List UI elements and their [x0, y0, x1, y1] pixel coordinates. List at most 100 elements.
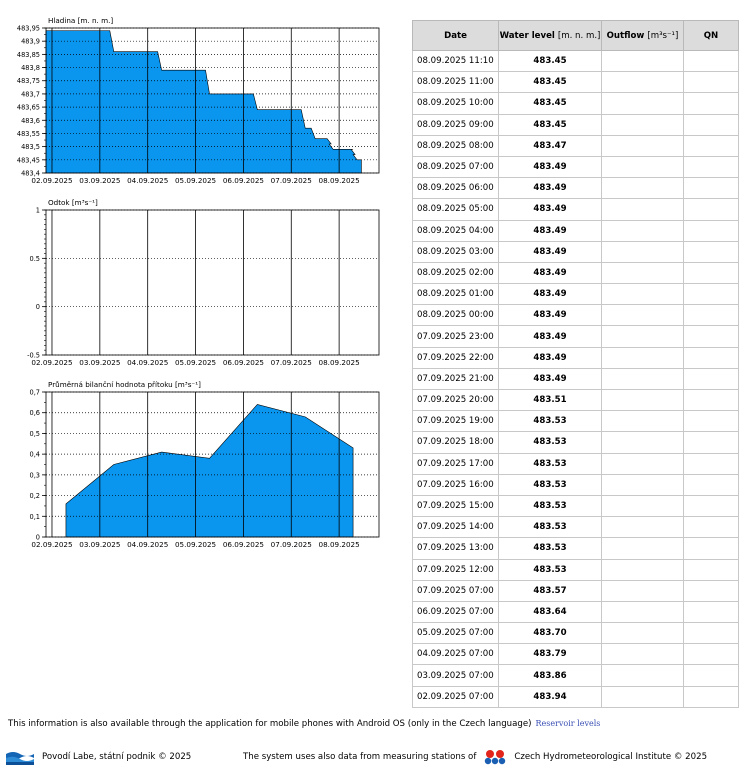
y-tick-label: 483,95 [17, 25, 40, 33]
date-cell: 07.09.2025 19:00 [412, 410, 499, 433]
x-tick-label: 07.09.2025 [271, 540, 312, 549]
table-row: 07.09.2025 23:00 483.49 [412, 325, 739, 348]
date-cell: 07.09.2025 07:00 [412, 579, 499, 602]
inflow-chart-title: Průměrná bilanční hodnota přítoku [m³s⁻¹… [48, 380, 201, 389]
qn-cell [683, 198, 739, 221]
qn-cell [683, 71, 739, 94]
date-cell: 06.09.2025 07:00 [412, 600, 499, 624]
water-level-cell: 483.49 [498, 304, 602, 327]
date-cell: 04.09.2025 07:00 [412, 643, 499, 666]
date-cell: 08.09.2025 11:00 [412, 71, 499, 94]
date-cell: 05.09.2025 07:00 [412, 622, 499, 645]
inflow-area [65, 404, 354, 538]
water-level-cell: 483.53 [498, 431, 602, 454]
water-level-cell: 483.45 [498, 49, 602, 73]
table-row: 07.09.2025 20:00 483.51 [412, 388, 739, 412]
y-tick-label: 0,6 [30, 409, 41, 417]
x-tick-label: 08.09.2025 [319, 358, 360, 367]
water-level-cell: 483.51 [498, 388, 602, 412]
water-level-cell: 483.47 [498, 134, 602, 157]
outflow-cell [601, 92, 684, 115]
reservoir-levels-link[interactable]: Reservoir levels [535, 719, 601, 728]
y-tick-label: 483,4 [21, 170, 40, 178]
date-cell: 07.09.2025 17:00 [412, 452, 499, 475]
water-level-cell: 483.49 [498, 219, 602, 242]
y-tick-label: 0,3 [30, 471, 41, 479]
x-tick-label: 06.09.2025 [223, 176, 264, 185]
table-row: 03.09.2025 07:00 483.86 [412, 664, 739, 687]
x-tick-label: 03.09.2025 [79, 540, 120, 549]
date-cell: 07.09.2025 14:00 [412, 516, 499, 539]
x-tick-label: 05.09.2025 [175, 540, 216, 549]
footer: Povodí Labe, státní podnik © 2025 The sy… [0, 748, 750, 768]
inflow-chart [42, 391, 380, 538]
table-row: 07.09.2025 16:00 483.53 [412, 473, 739, 496]
table-row: 08.09.2025 06:00 483.49 [412, 177, 739, 200]
y-tick-label: 483,9 [21, 38, 40, 46]
date-cell: 07.09.2025 12:00 [412, 558, 499, 581]
x-tick-label: 02.09.2025 [31, 540, 72, 549]
table-row: 08.09.2025 02:00 483.49 [412, 261, 739, 285]
y-tick-label: 0,4 [30, 451, 41, 459]
water-level-cell: 483.57 [498, 579, 602, 602]
footer-left-text: Povodí Labe, státní podnik © 2025 [42, 752, 192, 762]
x-tick-label: 04.09.2025 [127, 176, 168, 185]
table-row: 08.09.2025 11:00 483.45 [412, 71, 739, 94]
table-row: 07.09.2025 12:00 483.53 [412, 558, 739, 581]
date-cell: 08.09.2025 02:00 [412, 261, 499, 285]
water-level-column-header: Water level [m. n. m.] [498, 20, 602, 51]
qn-cell [683, 155, 739, 179]
x-tick-label: 06.09.2025 [223, 540, 264, 549]
outflow-cell [601, 664, 684, 687]
table-row: 07.09.2025 22:00 483.49 [412, 346, 739, 369]
water-level-cell: 483.53 [498, 494, 602, 518]
table-row: 05.09.2025 07:00 483.70 [412, 622, 739, 645]
qn-cell [683, 283, 739, 306]
water-level-cell: 483.53 [498, 410, 602, 433]
date-cell: 08.09.2025 03:00 [412, 240, 499, 263]
date-cell: 08.09.2025 11:10 [412, 49, 499, 73]
water-level-area [45, 30, 362, 174]
outflow-cell [601, 283, 684, 306]
water_level-chart [42, 27, 380, 174]
qn-cell [683, 579, 739, 602]
qn-cell [683, 304, 739, 327]
date-cell: 07.09.2025 16:00 [412, 473, 499, 496]
table-row: 06.09.2025 07:00 483.64 [412, 600, 739, 624]
table-row: 07.09.2025 15:00 483.53 [412, 494, 739, 518]
water-level-cell: 483.49 [498, 198, 602, 221]
y-tick-label: 0,7 [30, 389, 41, 397]
water-level-cell: 483.53 [498, 473, 602, 496]
outflow-cell [601, 346, 684, 369]
outflow-cell [601, 261, 684, 285]
qn-cell [683, 410, 739, 433]
outflow-cell [601, 198, 684, 221]
table-row: 08.09.2025 09:00 483.45 [412, 113, 739, 136]
y-tick-label: 0 [36, 534, 40, 542]
x-tick-label: 07.09.2025 [271, 358, 312, 367]
outflow-cell [601, 452, 684, 475]
outflow-plot-frame [45, 209, 380, 356]
outflow-cell [601, 579, 684, 602]
qn-cell [683, 452, 739, 475]
x-tick-label: 08.09.2025 [319, 176, 360, 185]
table-row: 04.09.2025 07:00 483.79 [412, 643, 739, 666]
x-tick-label: 02.09.2025 [31, 358, 72, 367]
outflow-cell [601, 537, 684, 560]
date-column-header: Date [412, 20, 499, 51]
date-cell: 07.09.2025 13:00 [412, 537, 499, 560]
y-tick-label: -0.5 [27, 352, 40, 360]
y-tick-label: 1 [36, 207, 40, 215]
table-row: 08.09.2025 01:00 483.49 [412, 283, 739, 306]
x-tick-label: 06.09.2025 [223, 358, 264, 367]
y-tick-label: 0,1 [30, 513, 41, 521]
table-row: 08.09.2025 10:00 483.45 [412, 92, 739, 115]
date-cell: 07.09.2025 15:00 [412, 494, 499, 518]
x-tick-label: 07.09.2025 [271, 176, 312, 185]
water-level-cell: 483.49 [498, 325, 602, 348]
y-tick-label: 483,75 [17, 77, 40, 85]
qn-cell [683, 177, 739, 200]
outflow-column-header: Outflow [m³s⁻¹] [601, 20, 684, 51]
y-tick-label: 483,55 [17, 130, 40, 138]
table-row: 08.09.2025 07:00 483.49 [412, 155, 739, 179]
